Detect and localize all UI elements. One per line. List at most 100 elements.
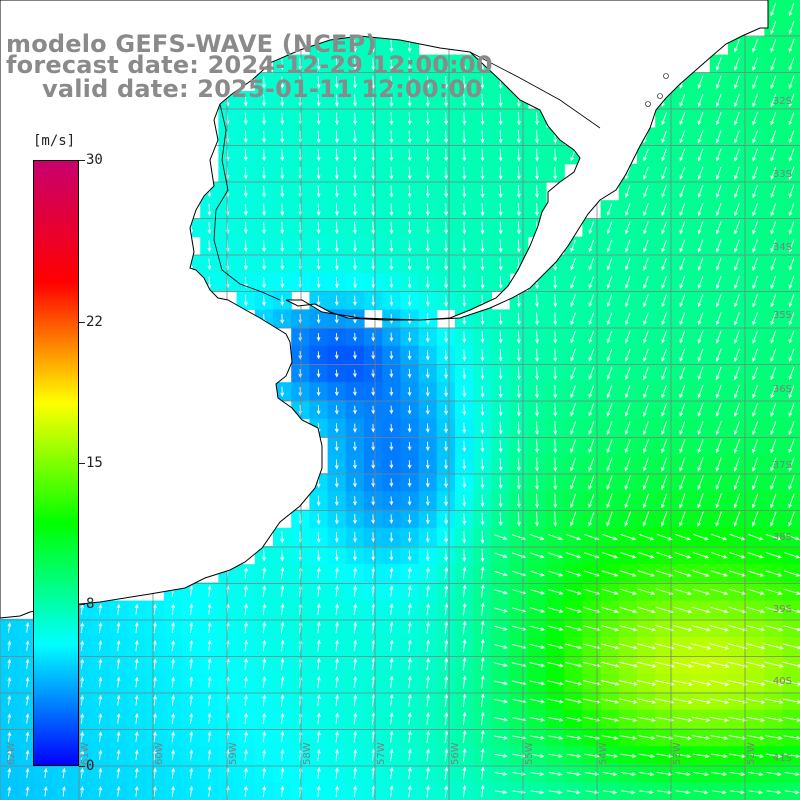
longitude-label: 57W	[376, 742, 387, 765]
wind-arrow	[389, 567, 394, 579]
wind-arrow	[280, 313, 285, 325]
wind-arrow	[746, 625, 766, 632]
wind-arrow	[709, 698, 730, 704]
wind-arrow	[715, 239, 722, 253]
wind-arrow	[745, 643, 766, 650]
wind-arrow	[462, 766, 467, 780]
wind-arrow	[588, 239, 595, 253]
colorbar-tick-label: 30	[86, 152, 103, 168]
wind-arrow	[389, 532, 394, 543]
wind-arrow	[570, 511, 577, 527]
wind-arrow	[752, 366, 759, 381]
wind-arrow	[788, 93, 795, 108]
wind-arrow	[752, 439, 759, 454]
wind-arrow	[643, 166, 649, 180]
wind-arrow	[262, 621, 267, 634]
wind-arrow	[480, 766, 485, 780]
wind-arrow	[715, 475, 722, 491]
wind-arrow	[618, 643, 638, 650]
wind-arrow	[462, 422, 467, 434]
wind-arrow	[624, 166, 631, 180]
wind-arrow	[444, 404, 448, 416]
wind-arrow	[316, 369, 321, 378]
wind-arrow	[243, 149, 248, 162]
wind-arrow	[407, 185, 412, 198]
wind-arrow	[371, 748, 376, 761]
latitude-label: 41S	[773, 753, 792, 764]
wind-arrow	[25, 640, 30, 651]
wind-arrow	[697, 511, 704, 527]
wind-arrow	[715, 166, 722, 180]
wind-arrow	[770, 366, 777, 381]
wind-arrow	[715, 184, 722, 199]
wind-arrow	[371, 239, 376, 253]
wind-arrow	[462, 294, 467, 308]
wind-arrow	[353, 276, 357, 289]
wind-arrow	[588, 475, 595, 490]
wind-arrow	[389, 405, 394, 415]
wind-arrow	[407, 130, 412, 144]
wind-arrow	[697, 421, 704, 436]
wind-arrow	[547, 625, 564, 632]
wind-arrow	[262, 258, 266, 271]
wind-arrow	[624, 276, 631, 289]
wind-arrow	[171, 676, 176, 688]
wind-arrow	[715, 112, 722, 126]
wind-arrow	[752, 294, 758, 308]
wind-arrow	[262, 657, 267, 670]
wind-arrow	[624, 439, 631, 454]
wind-arrow	[262, 730, 267, 743]
wind-arrow	[693, 533, 710, 541]
wind-arrow	[752, 57, 759, 71]
wind-arrow	[788, 421, 795, 436]
wind-arrow	[661, 312, 667, 326]
wind-arrow	[752, 348, 758, 363]
wind-arrow	[752, 93, 758, 108]
wind-arrow	[618, 625, 638, 632]
wind-arrow	[661, 276, 667, 289]
wind-arrow	[25, 749, 30, 760]
wind-arrow	[316, 513, 321, 525]
wind-arrow	[788, 166, 795, 181]
wind-arrow	[642, 475, 650, 491]
wind-arrow	[715, 148, 722, 162]
wind-arrow	[444, 75, 449, 89]
wind-arrow	[335, 603, 339, 616]
wind-arrow	[444, 459, 448, 470]
wind-arrow	[335, 694, 339, 707]
wind-arrow	[425, 477, 430, 488]
wind-arrow	[207, 694, 212, 706]
wind-arrow	[715, 366, 722, 381]
wind-arrow	[710, 735, 729, 741]
wind-arrow	[553, 366, 558, 381]
wind-arrow	[353, 567, 358, 579]
inland-boundary	[213, 51, 601, 301]
wind-arrow	[371, 369, 376, 378]
wind-arrow	[480, 784, 485, 798]
wind-arrow	[444, 784, 449, 798]
wind-arrow	[547, 643, 564, 650]
wind-arrow	[371, 130, 376, 144]
wind-arrow	[728, 606, 747, 614]
wind-arrow	[371, 767, 376, 779]
wind-arrow	[715, 203, 722, 217]
wind-arrow	[389, 387, 394, 397]
wind-arrow	[444, 566, 449, 579]
wind-arrow	[480, 367, 485, 380]
wind-arrow	[620, 771, 637, 777]
wind-arrow	[498, 203, 503, 217]
wind-arrow	[566, 552, 582, 559]
wind-arrow	[353, 112, 358, 126]
wind-arrow	[425, 130, 430, 144]
wind-arrow	[498, 421, 503, 435]
wind-arrow	[7, 731, 12, 742]
wind-arrow	[715, 493, 722, 509]
wind-arrow	[765, 588, 783, 595]
wind-arrow	[565, 735, 582, 740]
wind-arrow	[371, 460, 376, 470]
wind-arrow	[643, 257, 649, 271]
longitude-label: 56W	[450, 742, 461, 765]
wind-arrow	[697, 130, 704, 144]
wind-arrow	[153, 749, 157, 761]
wind-arrow	[353, 130, 358, 144]
